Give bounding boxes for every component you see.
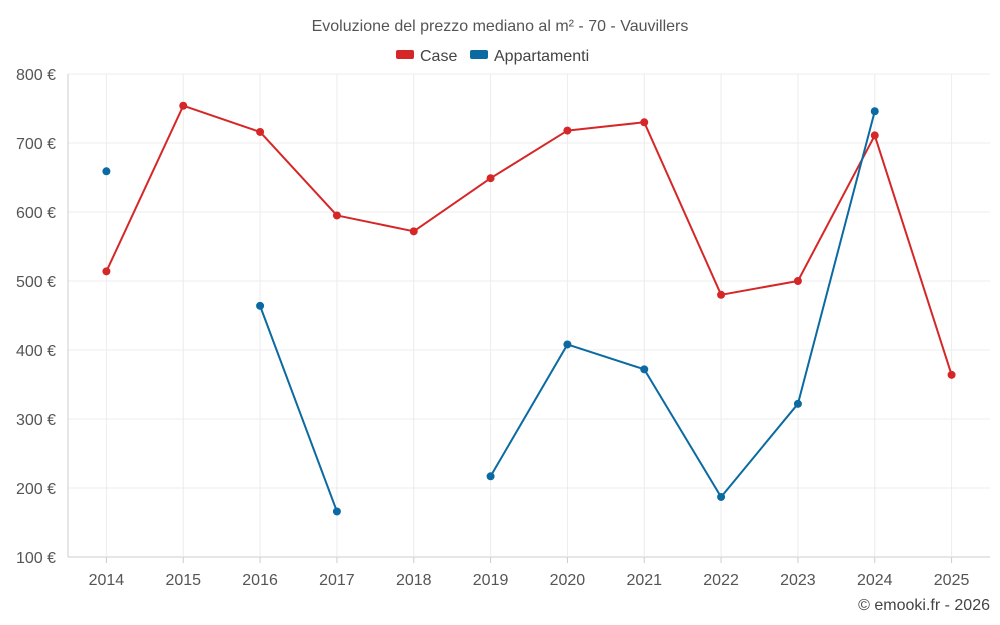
data-point-appartamenti[interactable]: [332, 507, 341, 516]
x-tick-label: 2022: [703, 572, 739, 589]
x-tick-label: 2020: [550, 572, 586, 589]
data-point-case[interactable]: [256, 127, 265, 136]
x-tick-label: 2025: [934, 572, 970, 589]
data-point-case[interactable]: [102, 267, 111, 276]
y-tick-label: 400 €: [16, 343, 56, 360]
series-case: [102, 101, 956, 379]
data-point-case[interactable]: [947, 370, 956, 379]
x-tick-label: 2017: [319, 572, 355, 589]
grid: [68, 73, 990, 558]
legend[interactable]: Case Appartamenti: [396, 48, 589, 65]
legend-label-case: Case: [420, 48, 457, 65]
y-tick-label: 300 €: [16, 412, 56, 429]
data-point-case[interactable]: [717, 290, 726, 299]
data-point-case[interactable]: [332, 211, 341, 220]
data-point-case[interactable]: [486, 174, 495, 183]
x-tick-label: 2016: [242, 572, 278, 589]
legend-swatch-case: [396, 50, 414, 59]
series-line-case: [105, 104, 953, 376]
y-tick-label: 500 €: [16, 274, 56, 291]
data-point-appartamenti[interactable]: [486, 472, 495, 481]
chart-title: Evoluzione del prezzo mediano al m² - 70…: [312, 18, 689, 35]
x-tick-label: 2023: [780, 572, 816, 589]
legend-item-case[interactable]: Case: [396, 48, 457, 65]
x-tick-label: 2018: [396, 572, 432, 589]
y-tick-label: 100 €: [16, 550, 56, 567]
y-tick-label: 600 €: [16, 205, 56, 222]
y-tick-label: 700 €: [16, 136, 56, 153]
data-point-appartamenti[interactable]: [793, 399, 802, 408]
legend-item-appartamenti[interactable]: Appartamenti: [470, 48, 589, 65]
legend-label-appartamenti: Appartamenti: [494, 48, 589, 65]
data-point-case[interactable]: [870, 131, 879, 140]
x-tick-label: 2014: [89, 572, 125, 589]
data-point-appartamenti[interactable]: [563, 340, 572, 349]
axes: 100 € 200 € 300 € 400 € 500 € 600 € 700 € 800 €…: [16, 67, 970, 589]
data-point-appartamenti[interactable]: [870, 107, 879, 116]
series-layer: [102, 101, 956, 516]
data-point-appartamenti[interactable]: [256, 301, 265, 310]
series-line-appartamenti: [489, 111, 876, 498]
data-point-case[interactable]: [640, 118, 649, 127]
data-point-case[interactable]: [179, 101, 188, 110]
data-point-appartamenti[interactable]: [102, 167, 111, 176]
data-point-case[interactable]: [793, 277, 802, 285]
data-point-case[interactable]: [409, 227, 418, 236]
x-tick-label: 2024: [857, 572, 893, 589]
x-tick-label: 2019: [473, 572, 509, 589]
y-tick-label: 800 €: [16, 67, 56, 84]
data-point-appartamenti[interactable]: [640, 365, 649, 374]
y-tick-label: 200 €: [16, 481, 56, 498]
x-tick-label: 2015: [165, 572, 201, 589]
data-point-appartamenti[interactable]: [717, 492, 726, 501]
data-point-case[interactable]: [563, 126, 572, 135]
legend-swatch-appartamenti: [470, 50, 488, 59]
series-appartamenti: [102, 107, 879, 516]
credit-text: © emooki.fr - 2026: [858, 597, 990, 614]
series-line-appartamenti: [259, 305, 338, 512]
x-tick-label: 2021: [626, 572, 662, 589]
